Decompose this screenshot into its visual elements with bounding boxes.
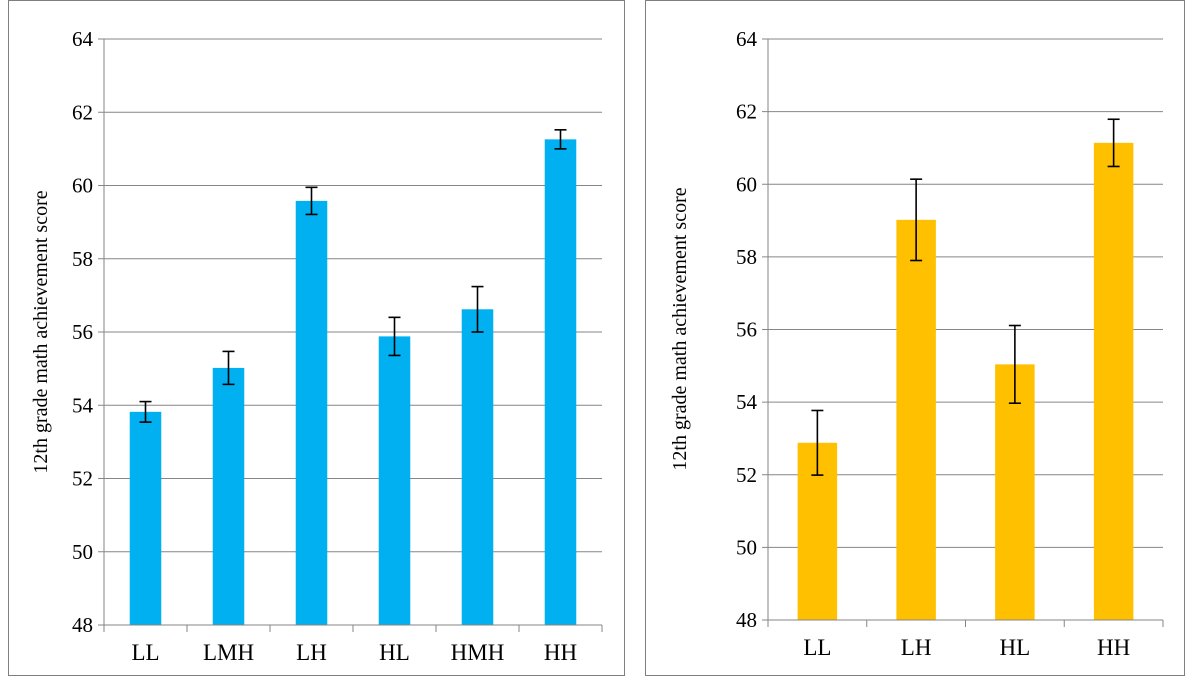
bar-hl: [378, 336, 411, 625]
error-bar-ll: [811, 409, 824, 476]
y-tick-label: 62: [736, 100, 757, 124]
x-category-label: LL: [803, 635, 831, 660]
y-tick-label: 52: [72, 467, 93, 491]
y-tick-label: 64: [72, 27, 94, 51]
error-bar-lh: [305, 186, 318, 216]
bar-chart-right: 48 50 52 54 56 58 60 62 64 LL LH HL HH 12th grade mat…: [669, 27, 1164, 660]
bar-ll: [129, 411, 162, 625]
y-tick-label: 54: [736, 390, 758, 414]
y-axis-title: 12th grade math achievement score: [669, 187, 691, 470]
x-category-label: LL: [131, 640, 159, 665]
y-tick-label: 58: [72, 247, 93, 271]
bar-lh: [295, 200, 328, 625]
x-category-label: HL: [1000, 635, 1031, 660]
x-category-label: HH: [544, 640, 577, 665]
y-tick-label: 48: [72, 613, 93, 637]
y-tick-label: 50: [72, 540, 93, 564]
chart-panel-left: 48 50 52 54 56 58 60 62 64 LL LMH LH HL HMH HH 12th gra…: [8, 0, 625, 676]
y-tick-label: 56: [72, 320, 93, 344]
error-bar-hl: [1008, 324, 1021, 405]
x-category-label: HL: [379, 640, 410, 665]
chart-panel-right: 48 50 52 54 56 58 60 62 64 LL LH HL HH 12th grade mat…: [645, 0, 1185, 676]
y-tick-label: 60: [72, 174, 93, 198]
x-category-label: HMH: [451, 640, 505, 665]
y-tick-label: 56: [736, 318, 757, 342]
error-bar-ll: [139, 400, 152, 423]
error-bar-lmh: [222, 350, 235, 386]
x-category-label: HH: [1097, 635, 1130, 660]
y-tick-label: 54: [72, 393, 94, 417]
y-tick-label: 64: [736, 27, 758, 51]
bar-hl: [995, 364, 1035, 620]
error-bar-hmh: [471, 285, 484, 333]
bar-lmh: [212, 367, 245, 625]
y-tick-label: 52: [736, 463, 757, 487]
y-tick-label: 62: [72, 100, 93, 124]
error-bar-lh: [910, 178, 923, 262]
y-tick-label: 50: [736, 535, 757, 559]
y-axis-title: 12th grade math achievement score: [30, 190, 52, 473]
bar-hmh: [461, 309, 494, 625]
y-tick-label: 48: [736, 608, 757, 632]
y-tick-label: 60: [736, 172, 757, 196]
y-tick-label: 58: [736, 245, 757, 269]
bar-hh: [1093, 142, 1134, 620]
x-category-label: LH: [296, 640, 327, 665]
bar-chart-left: 48 50 52 54 56 58 60 62 64 LL LMH LH HL HMH HH 12th gra…: [30, 27, 603, 665]
error-bar-hh: [554, 129, 567, 150]
bar-lh: [896, 219, 936, 620]
x-category-label: LH: [901, 635, 932, 660]
error-bar-hl: [388, 316, 401, 357]
bar-hh: [544, 139, 577, 626]
x-category-label: LMH: [203, 640, 254, 665]
error-bar-hh: [1107, 118, 1120, 168]
